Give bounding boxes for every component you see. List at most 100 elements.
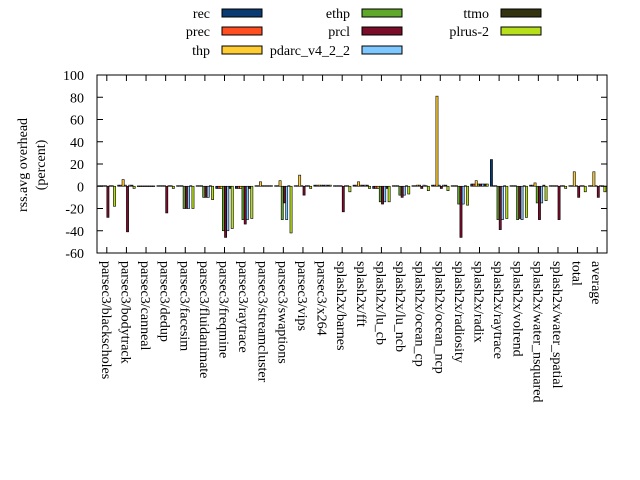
bar-prec-parsec3/swaptions <box>276 185 280 187</box>
bar-rec-splash2x/ocean_ncp <box>431 184 434 187</box>
bar-prcl-parsec3/swaptions <box>283 185 286 204</box>
bar-plrus-2-splash2x/radix <box>485 183 489 187</box>
bar-prcl-parsec3/x264 <box>322 184 326 187</box>
bar-prcl-splash2x/ocean_cp <box>420 185 424 189</box>
legend-label: thp <box>192 44 210 59</box>
y-tick-label: 0 <box>77 180 84 195</box>
bar-ethp-parsec3/freqmine <box>222 185 225 232</box>
bar-rec-total <box>568 185 572 187</box>
x-tick-label: splash2x/lu_cb <box>372 261 387 345</box>
bar-pdarc_v4_2_2-parsec3/raytrace <box>246 185 249 220</box>
bar-pdarc_v4_2_2-splash2x/fft <box>363 184 367 187</box>
y-axis: -60 -40 -20 0 20 40 60 80 100 <box>63 69 607 262</box>
legend-swatch <box>361 8 403 18</box>
x-tick-label: splash2x/volrend <box>510 261 525 357</box>
legend-swatch <box>221 8 263 18</box>
bar-plrus-2-parsec3/swaptions <box>289 185 293 234</box>
bar-plrus-2-parsec3/canneal <box>152 185 156 187</box>
bar-ethp-splash2x/volrend <box>516 185 520 220</box>
bar-pdarc_v4_2_2-parsec3/freqmine <box>226 185 230 232</box>
bar-plrus-2-parsec3/blackscholes <box>113 185 116 207</box>
bar-rec-parsec3/raytrace <box>235 185 238 189</box>
bar-ethp-splash2x/ocean_cp <box>418 184 421 187</box>
bar-pdarc_v4_2_2-splash2x/water_nsquared <box>540 185 544 204</box>
legend-item-prcl: prcl <box>328 25 403 40</box>
bar-prcl-splash2x/volrend <box>518 185 522 219</box>
x-tick-label: parsec3/swaptions <box>274 261 289 364</box>
x-tick-label: splash2x/raytrace <box>490 261 505 359</box>
x-tick-label: parsec3/vips <box>294 261 309 331</box>
bar-rec-splash2x/ocean_cp <box>411 185 415 187</box>
bar-pdarc_v4_2_2-splash2x/volrend <box>520 185 524 220</box>
bar-thp-parsec3/facesim <box>180 185 184 187</box>
bar-prcl-splash2x/water_spatial <box>557 185 561 220</box>
bar-pdarc_v4_2_2-splash2x/ocean_cp <box>422 184 426 187</box>
bar-plrus-2-splash2x/raytrace <box>505 185 509 219</box>
bar-prec-parsec3/facesim <box>178 185 182 187</box>
bar-ttmo-splash2x/radiosity <box>463 185 467 187</box>
bar-ethp-splash2x/radiosity <box>457 185 461 205</box>
bar-prec-parsec3/freqmine <box>217 185 221 189</box>
bar-ethp-parsec3/blackscholes <box>104 185 108 187</box>
bar-prec-parsec3/bodytrack <box>119 184 123 187</box>
legend-item-thp: thp <box>192 44 263 59</box>
bar-pdarc_v4_2_2-parsec3/vips <box>304 185 308 187</box>
bar-prcl-splash2x/barnes <box>341 185 345 213</box>
bar-ethp-parsec3/streamcluster <box>261 185 265 187</box>
bar-ethp-splash2x/raytrace <box>496 185 500 220</box>
legend-item-prec: prec <box>186 25 263 40</box>
bar-pdarc_v4_2_2-parsec3/canneal <box>147 185 151 187</box>
bar-rec-parsec3/bodytrack <box>117 184 121 187</box>
bar-prcl-parsec3/dedup <box>165 185 169 214</box>
bar-thp-parsec3/dedup <box>160 185 164 187</box>
bar-thp-average <box>592 171 596 187</box>
x-tick-label: splash2x/lu_ncb <box>392 261 407 352</box>
bar-prcl-total <box>577 185 581 198</box>
bar-prcl-parsec3/canneal <box>145 185 149 187</box>
bar-ttmo-parsec3/fluidanimate <box>208 185 212 187</box>
bar-prcl-splash2x/water_nsquared <box>538 185 541 220</box>
bar-thp-splash2x/radix <box>474 180 478 187</box>
bar-plrus-2-splash2x/ocean_cp <box>426 185 430 191</box>
bar-plrus-2-parsec3/vips <box>309 185 313 189</box>
bar-plrus-2-parsec3/streamcluster <box>270 185 273 187</box>
bar-pdarc_v4_2_2-splash2x/water_spatial <box>559 185 563 187</box>
bar-prec-parsec3/raytrace <box>237 185 241 189</box>
bar-prcl-parsec3/freqmine <box>224 185 228 238</box>
bar-ttmo-parsec3/facesim <box>189 185 193 187</box>
bar-thp-splash2x/water_spatial <box>553 185 557 187</box>
bar-ttmo-parsec3/vips <box>307 185 310 187</box>
bar-prcl-average <box>596 185 600 198</box>
bar-prec-parsec3/fluidanimate <box>197 185 201 187</box>
bar-thp-splash2x/lu_cb <box>376 185 380 189</box>
bar-pdarc_v4_2_2-splash2x/radiosity <box>461 185 465 205</box>
bar-ethp-parsec3/swaptions <box>280 185 284 220</box>
y-tick-label: 100 <box>63 69 84 84</box>
bar-pdarc_v4_2_2-parsec3/bodytrack <box>128 184 132 187</box>
y-tick-label: 20 <box>70 158 84 173</box>
bar-ethp-splash2x/barnes <box>339 185 343 187</box>
bar-pdarc_v4_2_2-total <box>579 185 583 187</box>
bar-thp-splash2x/water_nsquared <box>533 182 537 187</box>
legend-item-rec: rec <box>193 7 263 22</box>
legend-label: pdarc_v4_2_2 <box>270 44 350 59</box>
bar-thp-splash2x/ocean_cp <box>415 184 419 187</box>
bar-prcl-parsec3/fluidanimate <box>204 185 208 198</box>
bar-thp-parsec3/freqmine <box>219 185 223 189</box>
bar-ethp-splash2x/lu_ncb <box>398 185 402 196</box>
bar-prcl-parsec3/bodytrack <box>126 185 129 233</box>
x-tick-label: splash2x/water_spatial <box>549 261 564 389</box>
bar-plrus-2-parsec3/facesim <box>191 185 195 209</box>
y-tick-label: 40 <box>70 136 84 151</box>
bar-rec-parsec3/canneal <box>136 185 140 187</box>
bar-ttmo-splash2x/ocean_ncp <box>444 184 448 187</box>
bar-ttmo-parsec3/streamcluster <box>267 185 271 187</box>
bar-rec-splash2x/lu_ncb <box>391 185 395 187</box>
bar-rec-parsec3/facesim <box>176 185 179 187</box>
legend-swatch <box>500 26 542 36</box>
bar-prcl-parsec3/raytrace <box>243 185 247 225</box>
legend-label: ttmo <box>463 7 489 22</box>
bar-prcl-splash2x/radiosity <box>459 185 463 238</box>
bar-ttmo-splash2x/ocean_cp <box>424 185 428 187</box>
